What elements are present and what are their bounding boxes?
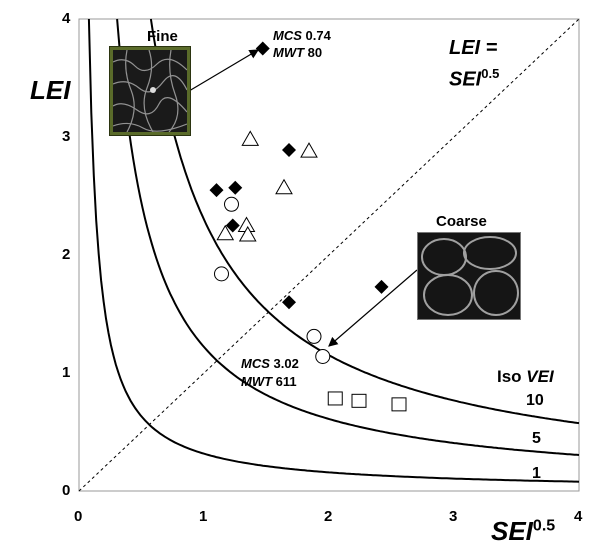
coarse-mcs-value: 3.02 <box>269 356 299 371</box>
point-diamond-filled-5 <box>282 295 296 310</box>
fine-mcs: MCS 0.74 <box>273 28 331 43</box>
point-triangle-open-0 <box>241 130 260 146</box>
coarse-micrograph-texture <box>418 233 520 319</box>
coarse-label: Coarse <box>436 213 487 230</box>
point-diamond-filled-1 <box>209 183 224 198</box>
x-axis-title-text: SEI <box>491 516 533 546</box>
point-triangle-open-2 <box>275 178 293 195</box>
reference-line-label-sei: SEI <box>449 68 482 91</box>
coarse-arrow <box>328 269 418 347</box>
point-triangle-open-1 <box>300 142 318 158</box>
fine-arrow <box>183 49 260 95</box>
fine-mwt-value: 80 <box>304 45 323 60</box>
coarse-mwt-value: 611 <box>272 374 297 389</box>
iso-curve-5 <box>116 18 580 456</box>
fine-micrograph <box>110 47 190 135</box>
reference-line-label: LEI = SEI0.5 <box>449 35 499 93</box>
coarse-mcs-key: MCS <box>241 356 270 371</box>
point-diamond-filled-6 <box>374 279 389 294</box>
y-tick-1: 1 <box>62 364 71 381</box>
x-tick-1: 1 <box>199 508 208 525</box>
point-diamond-filled-0 <box>255 41 270 56</box>
point-triangle-open-3 <box>216 224 235 241</box>
point-diamond-filled-3 <box>225 218 240 233</box>
reference-line <box>78 18 580 492</box>
reference-line-label-sup: 0.5 <box>481 66 500 81</box>
x-axis-title-sup: 0.5 <box>532 517 556 535</box>
y-tick-3: 3 <box>62 128 71 145</box>
point-square-open-0 <box>327 391 343 406</box>
point-triangle-open-5 <box>238 225 257 242</box>
fine-mcs-key: MCS <box>273 28 302 43</box>
fine-mcs-value: 0.74 <box>301 28 331 43</box>
point-square-open-1 <box>351 393 367 408</box>
coarse-micrograph <box>417 232 521 320</box>
plot-frame <box>78 18 580 492</box>
fine-mwt-key: MWT <box>273 45 305 60</box>
point-circle-open-1 <box>214 266 229 282</box>
y-tick-2: 2 <box>62 246 71 263</box>
reference-line-label-line1: LEI = <box>449 37 498 59</box>
iso-vei-title: Iso VEI <box>497 367 554 387</box>
point-diamond-filled-4 <box>282 142 296 157</box>
x-axis-title: SEI0.5 <box>491 516 555 547</box>
y-tick-4: 4 <box>62 10 71 27</box>
iso-curve-label-1: 1 <box>532 465 541 482</box>
coarse-mwt-key: MWT <box>241 374 273 389</box>
coarse-mcs: MCS 3.02 <box>241 356 299 371</box>
point-circle-open-2 <box>306 328 322 344</box>
y-axis-title: LEI <box>30 75 70 106</box>
x-tick-0: 0 <box>74 508 83 525</box>
x-tick-3: 3 <box>449 508 458 525</box>
y-axis-title-text: LEI <box>30 75 71 105</box>
fine-micrograph-texture <box>113 50 187 132</box>
point-square-open-2 <box>391 397 407 412</box>
iso-vei-prefix: Iso <box>497 367 527 386</box>
reference-line-label-line2: SEI0.5 <box>449 61 499 93</box>
x-tick-4: 4 <box>574 508 583 525</box>
iso-curve-label-10: 10 <box>526 392 544 409</box>
point-diamond-filled-2 <box>228 180 243 195</box>
iso-curve-1 <box>87 18 580 483</box>
coarse-mwt: MWT 611 <box>241 374 297 389</box>
iso-vei-name: VEI <box>526 367 554 386</box>
x-tick-2: 2 <box>324 508 333 525</box>
y-tick-0: 0 <box>62 482 71 499</box>
fine-mwt: MWT 80 <box>273 45 322 60</box>
iso-curve-label-5: 5 <box>532 430 541 447</box>
point-circle-open-0 <box>224 196 239 212</box>
iso-curve-10 <box>149 18 580 425</box>
fine-label: Fine <box>147 28 178 45</box>
point-circle-open-3 <box>315 348 331 364</box>
